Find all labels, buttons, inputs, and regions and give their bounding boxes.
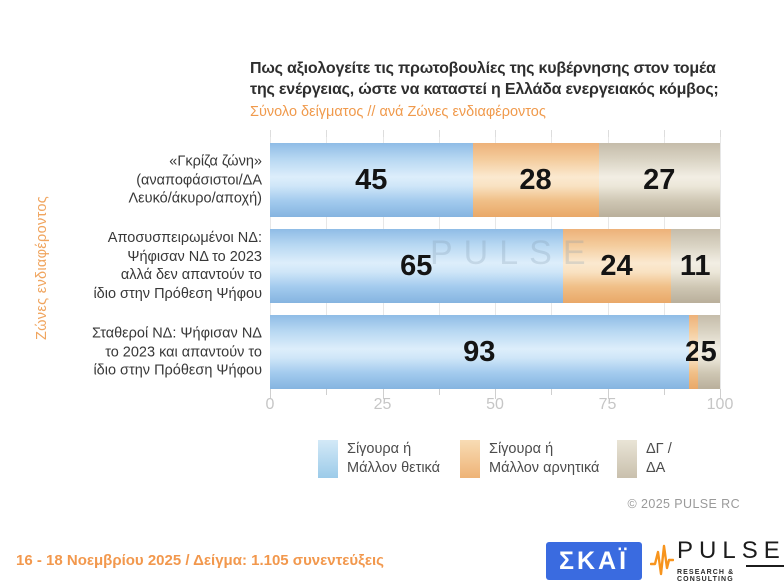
- pulse-logo-subtext: RESEARCH & CONSULTING: [677, 569, 735, 583]
- x-axis-top-tick: [495, 130, 496, 137]
- chart-legend: Σίγουρα ή Μάλλον θετικά Σίγουρα ή Μάλλον αρ…: [0, 440, 784, 490]
- x-axis-tick: [270, 389, 271, 399]
- x-axis-tick: [607, 389, 609, 399]
- legend-label-line: ΔΓ /: [646, 441, 672, 457]
- header: Πως αξιολογείτε τις πρωτοβουλίες της κυβ…: [250, 58, 750, 122]
- bar-segment-2: 11: [670, 229, 720, 303]
- skai-logo-text: ΣΚΑΪ: [558, 546, 630, 575]
- x-axis-tick: [495, 389, 496, 399]
- legend-item: Σίγουρα ή Μάλλον αρνητικά: [460, 440, 599, 478]
- bar-value-label: 11: [679, 249, 711, 282]
- pulse-logo: PULSE RESEARCH & CONSULTING: [649, 537, 784, 583]
- stacked-bar-chart: PULSE 0 25 50 75 100 45 28 27 65 24 11 93 2 5: [266, 130, 733, 413]
- bar-value-label: 2: [684, 335, 702, 368]
- category-label-line: Σταθεροί ΝΔ: Ψήφισαν ΝΔ: [91, 325, 262, 342]
- x-axis-top-tick: [382, 130, 384, 137]
- category-label: Αποσυσπειρωμένοι ΝΔ: Ψήφισαν ΝΔ το 2023 αλ…: [40, 229, 262, 303]
- fieldwork-sample-note: 16 - 18 Νοεμβρίου 2025 / Δείγμα: 1.105 σ…: [16, 552, 384, 569]
- legend-label: Σίγουρα ή Μάλλον αρνητικά: [489, 440, 599, 478]
- bar-row: 45 28 27: [270, 143, 720, 217]
- legend-swatch: [318, 440, 338, 478]
- category-labels: «Γκρίζα ζώνη» (αναποφάσιστοι/ΔΑ Λευκό/άκυρ…: [40, 0, 262, 420]
- bar-value-label: 5: [700, 335, 717, 368]
- legend-label-line: Μάλλον θετικά: [347, 460, 441, 476]
- skai-logo: ΣΚΑΪ: [546, 542, 642, 580]
- pulse-waveform-icon: [649, 542, 675, 583]
- category-label-line: το 2023 και απαντούν το: [105, 343, 262, 360]
- bar-segment-0: 93: [270, 315, 689, 389]
- category-label-line: Ψήφισαν ΝΔ το 2023: [127, 248, 262, 265]
- bar-segment-1: 28: [472, 143, 599, 217]
- bar-value-label: 24: [600, 249, 633, 282]
- x-axis-tick: [720, 389, 721, 399]
- bar-row: 65 24 11: [270, 229, 720, 303]
- bar-value-label: 28: [519, 163, 552, 196]
- category-label: «Γκρίζα ζώνη» (αναποφάσιστοι/ΔΑ Λευκό/άκυρ…: [40, 152, 262, 208]
- category-label-line: ίδιο στην Πρόθεση Ψήφου: [93, 362, 262, 379]
- bar-segment-2: 27: [598, 143, 720, 217]
- x-axis-top-tick: [438, 130, 440, 137]
- legend-label-line: Μάλλον αρνητικά: [489, 460, 600, 476]
- x-axis-top-tick: [270, 130, 271, 137]
- category-label-line: αλλά δεν απαντούν το: [120, 267, 262, 283]
- x-axis-tick: [663, 389, 665, 395]
- x-axis-tick: [326, 389, 328, 395]
- category-label-line: «Γκρίζα ζώνη»: [169, 153, 262, 170]
- bar-segment-0: 65: [270, 229, 563, 303]
- pulse-logo-rule: [745, 565, 784, 567]
- category-label: Σταθεροί ΝΔ: Ψήφισαν ΝΔ το 2023 και απαντ…: [40, 324, 262, 380]
- category-label-line: Λευκό/άκυρο/αποχή): [128, 190, 262, 207]
- page-title-line2: της ενέργειας, ώστε να καταστεί η Ελλάδα…: [250, 81, 719, 98]
- x-axis-tick-label: 75: [598, 396, 617, 413]
- legend-label: ΔΓ / ΔΑ: [646, 440, 672, 478]
- gridline: [720, 130, 721, 389]
- category-label-line: (αναποφάσιστοι/ΔΑ: [136, 171, 262, 188]
- pulse-logo-text: PULSE: [677, 537, 784, 564]
- legend-label-line: Σίγουρα ή: [489, 441, 554, 457]
- x-axis-tick-label: 0: [265, 396, 275, 413]
- bar-value-label: 93: [463, 335, 496, 368]
- x-axis-tick: [382, 389, 384, 399]
- x-axis-top-tick: [720, 130, 721, 137]
- legend-item: Σίγουρα ή Μάλλον θετικά: [318, 440, 440, 478]
- bar-value-label: 65: [400, 249, 433, 282]
- legend-label-line: Σίγουρα ή: [347, 441, 412, 457]
- x-axis-tick-label: 100: [706, 396, 734, 413]
- bar-value-label: 45: [355, 163, 388, 196]
- bar-row: 93 2 5: [270, 315, 720, 389]
- x-axis-top-tick: [326, 130, 328, 137]
- x-axis-tick: [438, 389, 440, 395]
- copyright-text: © 2025 PULSE RC: [627, 497, 740, 511]
- legend-swatch: [460, 440, 480, 478]
- legend-label: Σίγουρα ή Μάλλον θετικά: [347, 440, 440, 478]
- chart-subtitle: Σύνολο δείγματος // ανά Ζώνες ενδιαφέρον…: [250, 104, 546, 120]
- x-axis-tick-label: 25: [373, 396, 392, 413]
- bar-segment-0: 45: [270, 143, 473, 217]
- page-title-line1: Πως αξιολογείτε τις πρωτοβουλίες της κυβ…: [250, 60, 716, 77]
- bar-segment-1: 24: [562, 229, 671, 303]
- legend-swatch: [617, 440, 637, 478]
- x-axis-top-tick: [663, 130, 665, 137]
- x-axis-top-tick: [551, 130, 553, 137]
- bar-segment-2: 5: [697, 315, 720, 389]
- x-axis-top-tick: [607, 130, 609, 137]
- x-axis-tick-label: 50: [486, 396, 504, 413]
- category-label-line: ίδιο στην Πρόθεση Ψήφου: [93, 285, 262, 302]
- bar-value-label: 27: [643, 163, 676, 196]
- legend-label-line: ΔΑ: [646, 460, 666, 476]
- bar-segment-1: 2: [685, 315, 701, 389]
- x-axis-tick: [551, 389, 553, 395]
- legend-item: ΔΓ / ΔΑ: [617, 440, 672, 478]
- category-label-line: Αποσυσπειρωμένοι ΝΔ:: [107, 230, 262, 246]
